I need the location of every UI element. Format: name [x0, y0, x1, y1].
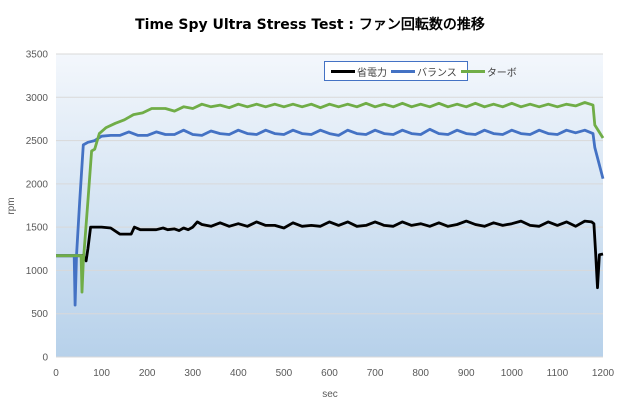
legend-swatch — [391, 69, 415, 73]
series-line-省電力 — [56, 219, 604, 290]
series-line-ターボ — [56, 101, 605, 294]
x-tick-label: 1100 — [547, 368, 569, 379]
x-tick-label: 600 — [321, 368, 338, 379]
x-tick-label: 300 — [184, 368, 201, 379]
legend-item: 省電力 — [331, 64, 387, 79]
x-tick-label: 900 — [458, 368, 475, 379]
x-tick-label: 0 — [53, 368, 59, 379]
legend-swatch — [460, 69, 485, 73]
x-axis-label: sec — [322, 389, 338, 400]
x-tick-label: 100 — [93, 368, 110, 379]
y-tick-label: 500 — [31, 309, 48, 320]
legend-label: ターボ — [486, 67, 517, 79]
y-tick-label: 3000 — [26, 93, 49, 104]
x-tick-label: 500 — [276, 368, 293, 379]
x-tick-label: 400 — [230, 368, 247, 379]
x-tick-label: 1000 — [501, 368, 524, 379]
x-tick-label: 200 — [139, 368, 156, 379]
y-tick-label: 1000 — [26, 266, 49, 277]
y-tick-label: 3500 — [26, 50, 49, 61]
legend-swatch — [331, 69, 355, 73]
y-tick-label: 2000 — [26, 179, 49, 190]
x-tick-label: 1200 — [592, 368, 615, 379]
x-tick-label: 700 — [367, 368, 384, 379]
series-line-バランス — [56, 127, 605, 307]
chart-title: Time Spy Ultra Stress Test : ファン回転数の推移 — [135, 17, 485, 33]
y-tick-label: 2500 — [26, 136, 49, 147]
legend-label: 省電力 — [357, 67, 387, 79]
legend-item: バランス — [391, 64, 457, 79]
x-tick-label: 800 — [412, 368, 429, 379]
legend-label: バランス — [417, 67, 457, 79]
legend-item: ターボ — [460, 64, 517, 79]
y-tick-label: 1500 — [26, 223, 49, 234]
y-tick-label: 0 — [42, 353, 48, 364]
y-axis-label: rpm — [6, 197, 17, 214]
plot-background — [56, 54, 603, 357]
legend: 省電力 バランス ターボ — [324, 61, 517, 81]
